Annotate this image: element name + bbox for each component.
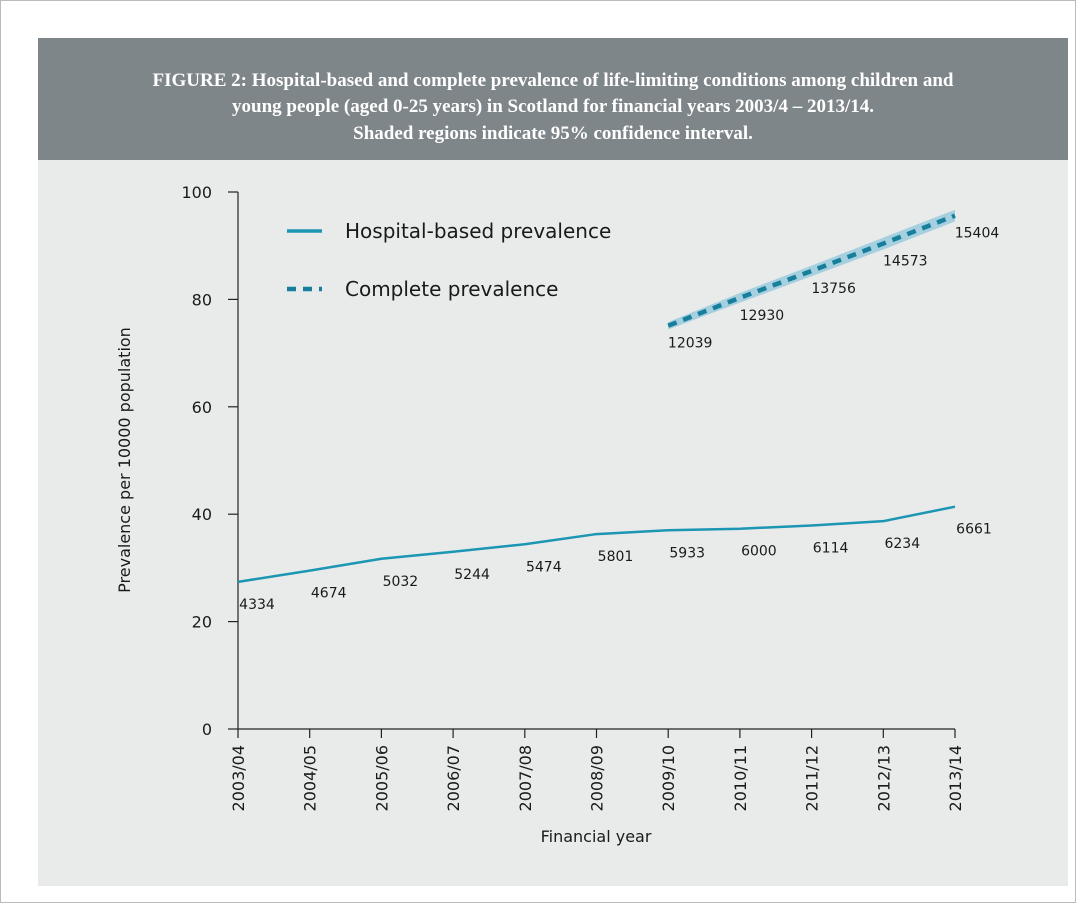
y-tick-label: 20 [192, 613, 212, 632]
x-axis-label: Financial year [541, 827, 652, 846]
data-label: 14573 [883, 254, 928, 270]
data-label: 5032 [383, 574, 419, 590]
y-tick-label: 80 [192, 290, 212, 309]
x-tick-label: 2012/13 [874, 745, 893, 811]
data-label: 6661 [956, 522, 992, 538]
data-label: 6234 [884, 536, 920, 552]
x-tick-label: 2011/12 [803, 745, 822, 811]
confidence-band [668, 209, 955, 330]
plot-panel [38, 160, 1068, 886]
data-label: 12930 [740, 308, 785, 324]
data-label: 6000 [741, 544, 777, 560]
x-tick-label: 2003/04 [229, 745, 248, 811]
chart-title: young people (aged 0-25 years) in Scotla… [232, 96, 874, 117]
data-label: 5933 [669, 545, 705, 561]
data-label: 5801 [598, 549, 634, 565]
x-tick-label: 2007/08 [516, 745, 535, 811]
chart-title: FIGURE 2: Hospital-based and complete pr… [152, 70, 953, 91]
data-label: 12039 [668, 336, 713, 352]
series-line [667, 213, 956, 328]
x-tick-label: 2006/07 [444, 745, 463, 811]
header [38, 38, 1068, 160]
y-tick-label: 0 [202, 720, 212, 739]
x-tick-label: 2004/05 [301, 745, 320, 811]
x-tick-label: 2013/14 [946, 745, 965, 811]
x-tick-label: 2005/06 [372, 745, 391, 811]
y-axis-label: Prevalence per 10000 population [115, 327, 134, 593]
data-label: 4334 [239, 597, 275, 613]
data-label: 5474 [526, 559, 562, 575]
data-label: 13756 [811, 281, 856, 297]
legend-label: Complete prevalence [345, 277, 558, 301]
chart-subtitle: Shaded regions indicate 95% confidence i… [353, 123, 753, 144]
x-tick-label: 2010/11 [731, 745, 750, 811]
data-label: 5244 [454, 567, 490, 583]
x-tick-label: 2008/09 [588, 745, 607, 811]
y-tick-label: 60 [192, 398, 212, 417]
data-label: 15404 [955, 226, 1000, 242]
data-label: 6114 [813, 540, 849, 556]
x-tick-label: 2009/10 [659, 745, 678, 811]
series-line [237, 505, 956, 584]
y-tick-label: 100 [181, 183, 212, 202]
legend-label: Hospital-based prevalence [345, 219, 611, 243]
data-label: 4674 [311, 586, 347, 602]
y-tick-label: 40 [192, 505, 212, 524]
